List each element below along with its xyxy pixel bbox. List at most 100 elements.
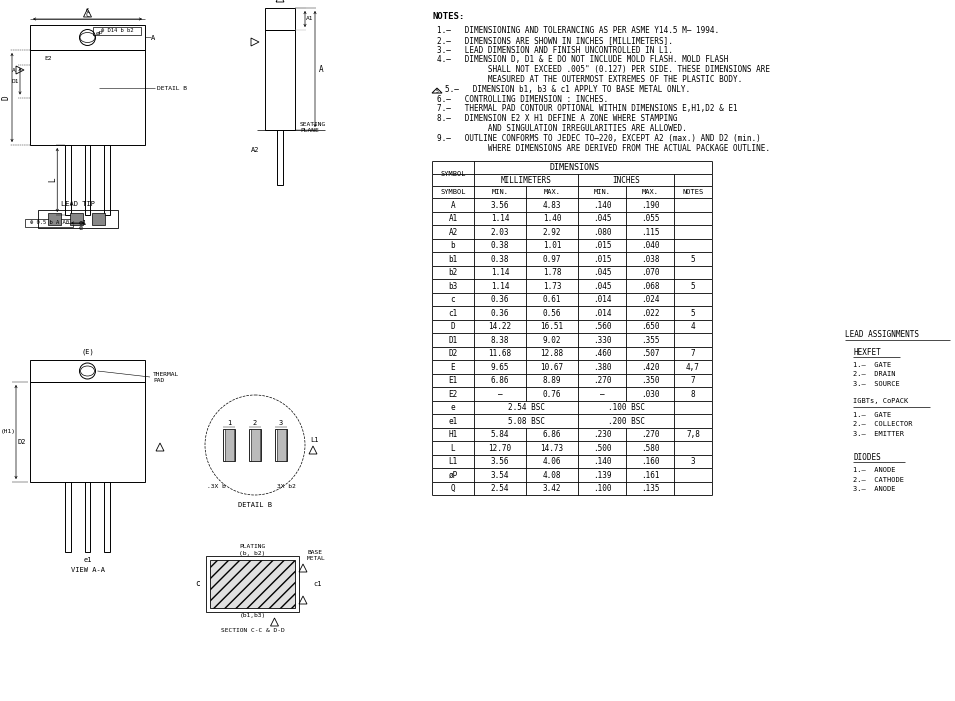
Text: b3: b3 (449, 282, 457, 291)
Text: E: E (451, 362, 456, 372)
Text: (E): (E) (81, 349, 94, 355)
Text: .350: .350 (641, 376, 659, 385)
Text: A: A (319, 64, 324, 74)
Text: 2.92: 2.92 (542, 228, 562, 237)
Text: .140: .140 (593, 200, 611, 210)
Text: e1: e1 (78, 220, 87, 226)
Text: 0.38: 0.38 (491, 241, 509, 250)
Bar (30, 382, 145, 482)
Text: 1.14: 1.14 (491, 282, 509, 291)
Text: 3.–  SOURCE: 3.– SOURCE (853, 381, 900, 387)
Text: 1.–  ANODE: 1.– ANODE (853, 467, 896, 473)
Bar (25, 219, 73, 227)
Text: .038: .038 (641, 254, 659, 264)
Text: .420: .420 (641, 362, 659, 372)
Text: MIN.: MIN. (593, 189, 610, 196)
Bar (65, 145, 71, 215)
Text: 2.54: 2.54 (491, 484, 509, 493)
Text: 0.38: 0.38 (491, 254, 509, 264)
Text: 0.36: 0.36 (491, 295, 509, 304)
Text: 4.83: 4.83 (542, 200, 562, 210)
Text: D2: D2 (18, 439, 26, 445)
Text: 0.97: 0.97 (542, 254, 562, 264)
Text: 5: 5 (435, 88, 438, 93)
Text: 11.68: 11.68 (488, 349, 512, 358)
Text: .135: .135 (641, 484, 659, 493)
Text: .100 BSC: .100 BSC (607, 403, 645, 412)
Text: A2: A2 (251, 147, 259, 153)
Text: e1: e1 (83, 557, 92, 563)
Text: .068: .068 (641, 282, 659, 291)
Text: 7,8: 7,8 (686, 430, 700, 439)
Text: IGBTs, CoPACK: IGBTs, CoPACK (853, 398, 908, 404)
Bar (250, 429, 260, 461)
Text: MAX.: MAX. (642, 189, 659, 196)
Text: –: – (498, 390, 502, 399)
Bar (85, 145, 91, 215)
Text: 3X b2: 3X b2 (277, 484, 296, 489)
Text: 16.51: 16.51 (541, 322, 563, 331)
Text: .560: .560 (593, 322, 611, 331)
Bar (265, 30, 295, 130)
Text: .030: .030 (641, 390, 659, 399)
Text: A: A (451, 200, 456, 210)
Bar (92, 213, 105, 225)
Bar (224, 429, 234, 461)
Text: e: e (451, 403, 456, 412)
Text: SYMBOL: SYMBOL (440, 171, 466, 177)
Bar (275, 429, 287, 461)
Text: c1: c1 (313, 581, 322, 587)
Text: .380: .380 (593, 362, 611, 372)
Bar (38, 210, 118, 228)
Text: D2: D2 (449, 349, 457, 358)
Text: 1.40: 1.40 (542, 214, 562, 223)
Text: ⊕ 0.5 b A A0: ⊕ 0.5 b A A0 (30, 221, 69, 226)
Text: DETAIL B: DETAIL B (157, 86, 187, 90)
Text: 8.38: 8.38 (491, 336, 509, 345)
Text: –: – (600, 390, 605, 399)
Bar (30, 25, 145, 50)
Text: 7.–   THERMAL PAD CONTOUR OPTIONAL WITHIN DIMENSIONS E,H1,D2 & E1: 7.– THERMAL PAD CONTOUR OPTIONAL WITHIN … (437, 104, 737, 114)
Text: 9.65: 9.65 (491, 362, 509, 372)
Text: .040: .040 (641, 241, 659, 250)
Text: (b1,b3): (b1,b3) (240, 613, 265, 618)
Text: .160: .160 (641, 457, 659, 466)
Text: b: b (451, 241, 456, 250)
Text: A1: A1 (449, 214, 457, 223)
Text: 8.89: 8.89 (542, 376, 562, 385)
Text: D1: D1 (449, 336, 457, 345)
Text: L1: L1 (310, 437, 319, 443)
Text: 2.54 BSC: 2.54 BSC (507, 403, 544, 412)
Text: 5: 5 (690, 308, 695, 318)
Text: 9.02: 9.02 (542, 336, 562, 345)
Text: 1: 1 (227, 420, 231, 426)
Text: e1: e1 (449, 416, 457, 426)
Text: 1.–  GATE: 1.– GATE (853, 362, 891, 368)
Text: 2: 2 (253, 420, 257, 426)
Text: .230: .230 (593, 430, 611, 439)
Text: .140: .140 (593, 457, 611, 466)
Text: D1: D1 (11, 79, 19, 83)
Text: E1: E1 (449, 376, 457, 385)
Text: SHALL NOT EXCEED .005" (0.127) PER SIDE. THESE DIMENSIONS ARE: SHALL NOT EXCEED .005" (0.127) PER SIDE.… (437, 65, 770, 74)
Text: .270: .270 (641, 430, 659, 439)
Text: NOTES:: NOTES: (432, 12, 464, 21)
Text: .014: .014 (593, 308, 611, 318)
Text: .024: .024 (641, 295, 659, 304)
Text: E2: E2 (44, 55, 52, 60)
Text: øP: øP (449, 470, 457, 479)
Text: (b, b2): (b, b2) (240, 552, 265, 557)
Text: 1.14: 1.14 (491, 268, 509, 277)
Text: .100: .100 (593, 484, 611, 493)
Text: 8.–   DIMENSION E2 X H1 DEFINE A ZONE WHERE STAMPING: 8.– DIMENSION E2 X H1 DEFINE A ZONE WHER… (437, 114, 677, 123)
Text: 1.78: 1.78 (542, 268, 562, 277)
Text: 14.73: 14.73 (541, 444, 563, 453)
Text: 5.–   DIMENSION b1, b3 & c1 APPLY TO BASE METAL ONLY.: 5.– DIMENSION b1, b3 & c1 APPLY TO BASE … (445, 85, 690, 94)
Text: 3: 3 (690, 457, 695, 466)
Text: .139: .139 (593, 470, 611, 479)
Text: H1: H1 (449, 430, 457, 439)
Text: 3.56: 3.56 (491, 200, 509, 210)
Bar (30, 360, 145, 382)
Text: 9.–   OUTLINE CONFORMS TO JEDEC TO–220, EXCEPT A2 (max.) AND D2 (min.): 9.– OUTLINE CONFORMS TO JEDEC TO–220, EX… (437, 134, 761, 143)
Text: 2.–  CATHODE: 2.– CATHODE (853, 477, 904, 482)
